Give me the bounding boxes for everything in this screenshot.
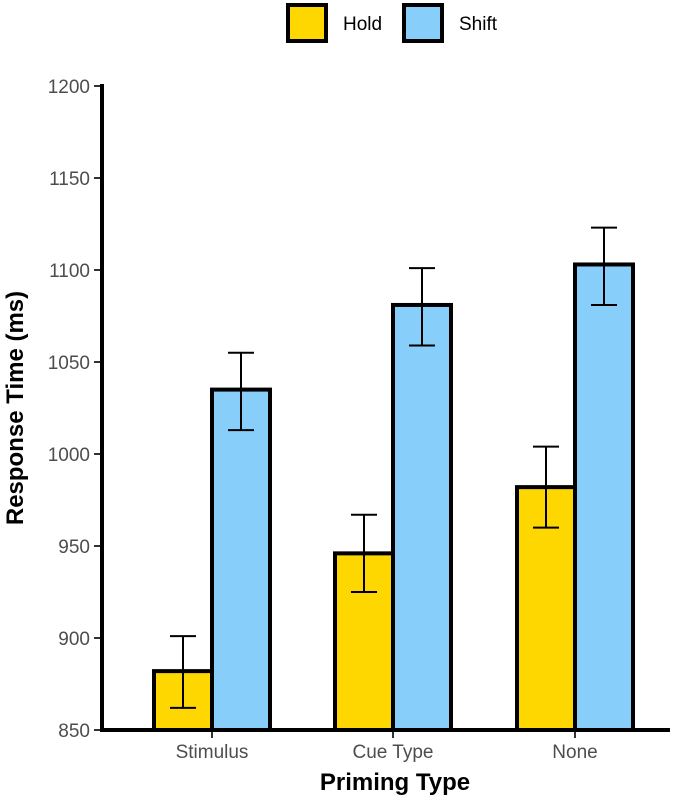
- error-bar-shift-cue-type: [409, 267, 435, 347]
- bar-shift-stimulus: [210, 387, 272, 732]
- bars: [152, 262, 635, 732]
- y-tick-label: 1000: [48, 445, 90, 466]
- error-bar-hold-none: [533, 445, 559, 529]
- legend-label-hold: Hold: [343, 14, 382, 35]
- error-bar-shift-none: [591, 226, 617, 306]
- error-bar-hold-cue-type: [351, 513, 377, 593]
- y-axis-title: Response Time (ms): [2, 291, 29, 525]
- legend: Hold Shift: [286, 3, 498, 43]
- y-axis-ticks: 850 900 950 1000 1050 1100 1150 1200: [48, 77, 102, 742]
- x-tick-label-cue-type: Cue Type: [353, 742, 434, 763]
- bar-shift-none: [573, 262, 635, 732]
- x-tick-label-none: None: [552, 742, 597, 763]
- y-tick-label: 1100: [49, 261, 90, 282]
- y-tick-label: 1200: [48, 77, 90, 98]
- x-axis-ticks: Stimulus Cue Type None: [176, 730, 598, 763]
- y-tick-label: 950: [58, 537, 90, 558]
- x-tick-label-stimulus: Stimulus: [176, 742, 249, 763]
- legend-swatch-hold: [286, 3, 328, 43]
- error-bar-shift-stimulus: [228, 351, 254, 432]
- error-bar-hold-stimulus: [170, 635, 196, 709]
- y-tick-label: 1150: [49, 169, 90, 190]
- legend-label-shift: Shift: [459, 14, 498, 35]
- error-bars: [170, 226, 617, 709]
- y-tick-label: 900: [58, 629, 90, 650]
- y-tick-label: 1050: [48, 353, 90, 374]
- x-axis-title: Priming Type: [320, 769, 470, 796]
- bar-shift-cue-type: [391, 302, 453, 732]
- y-tick-label: 850: [58, 721, 90, 742]
- legend-swatch-shift: [402, 3, 444, 43]
